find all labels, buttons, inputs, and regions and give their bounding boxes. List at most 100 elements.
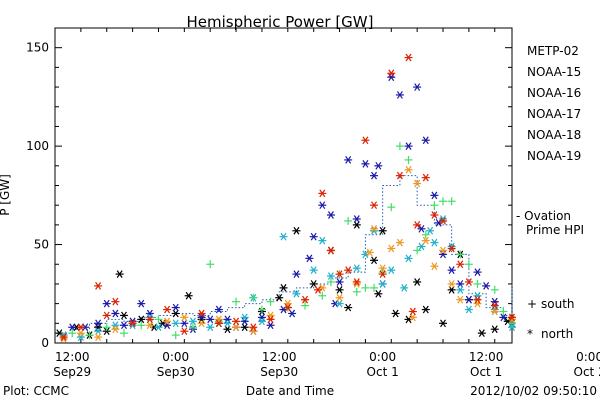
marker-key-symbol: * <box>527 327 533 341</box>
point-noaa-19 <box>430 211 439 219</box>
point-noaa-19 <box>335 270 344 278</box>
point-noaa-17 <box>257 305 266 314</box>
point-metp-02 <box>137 315 146 324</box>
point-noaa-18 <box>413 179 422 188</box>
point-metp-02 <box>344 303 353 312</box>
point-noaa-17 <box>464 260 473 269</box>
point-noaa-16 <box>430 238 439 247</box>
footer-left: Plot: CCMC <box>3 384 69 398</box>
point-noaa-17 <box>344 216 353 225</box>
point-noaa-16 <box>154 323 163 332</box>
x-axis-label: Date and Time <box>246 384 334 398</box>
point-noaa-19 <box>266 315 275 324</box>
point-metp-02 <box>171 309 180 318</box>
point-noaa-19 <box>76 323 85 332</box>
point-noaa-18 <box>232 323 241 332</box>
point-noaa-18 <box>473 299 482 308</box>
point-metp-02 <box>309 280 318 288</box>
point-noaa-19 <box>102 311 111 320</box>
point-noaa-18 <box>370 224 379 233</box>
point-noaa-16 <box>335 299 344 308</box>
x-tick-label: Sep29 <box>53 365 91 379</box>
point-noaa-16 <box>404 254 413 263</box>
point-noaa-18 <box>94 333 103 341</box>
point-noaa-17 <box>154 315 163 324</box>
x-tick-label: 0:00 <box>162 350 189 364</box>
point-noaa-15 <box>499 313 508 322</box>
point-noaa-19 <box>344 266 353 275</box>
point-noaa-19 <box>283 303 292 312</box>
point-noaa-19 <box>128 319 137 328</box>
point-noaa-19 <box>352 278 361 286</box>
point-noaa-17 <box>370 283 379 292</box>
y-tick-label: 0 <box>41 336 49 350</box>
legend-entry: NOAA-17 <box>527 107 581 121</box>
point-noaa-17 <box>499 307 508 316</box>
point-noaa-17 <box>404 155 413 164</box>
point-metp-02 <box>335 285 344 294</box>
point-noaa-17 <box>352 287 361 296</box>
point-noaa-15 <box>94 319 103 328</box>
point-noaa-16 <box>257 317 266 326</box>
point-noaa-16 <box>292 289 301 298</box>
point-noaa-18 <box>408 313 417 322</box>
point-noaa-18 <box>430 262 439 271</box>
point-noaa-18 <box>387 244 396 253</box>
point-noaa-15 <box>102 299 111 308</box>
point-noaa-17 <box>301 301 310 310</box>
point-noaa-19 <box>313 285 322 294</box>
point-metp-02 <box>374 289 383 298</box>
point-metp-02 <box>352 221 361 229</box>
point-noaa-15 <box>417 224 426 233</box>
point-noaa-15 <box>266 321 275 330</box>
point-metp-02 <box>439 319 448 328</box>
point-noaa-18 <box>490 307 499 316</box>
legend-entry: NOAA-19 <box>527 149 581 163</box>
x-tick-label: Oct 1 <box>367 365 399 379</box>
point-noaa-16 <box>464 305 473 314</box>
point-noaa-16 <box>426 226 435 235</box>
point-metp-02 <box>477 329 486 338</box>
point-noaa-15 <box>257 313 266 322</box>
marker-key-symbol: + <box>527 297 537 311</box>
point-noaa-16 <box>206 323 215 332</box>
point-noaa-18 <box>395 238 404 247</box>
point-noaa-19 <box>163 305 172 314</box>
point-noaa-15 <box>352 215 361 223</box>
point-noaa-15 <box>430 191 439 200</box>
point-noaa-18 <box>335 293 344 302</box>
x-tick-label: 12:00 <box>55 350 90 364</box>
point-noaa-17 <box>361 283 370 292</box>
point-noaa-15 <box>309 232 318 241</box>
point-noaa-15 <box>439 250 448 259</box>
point-noaa-19 <box>421 173 430 182</box>
point-noaa-17 <box>102 323 111 332</box>
point-metp-02 <box>413 278 422 286</box>
point-noaa-19 <box>473 295 482 304</box>
point-noaa-19 <box>59 333 68 341</box>
x-tick-label: Sep30 <box>260 365 298 379</box>
point-noaa-19 <box>413 221 422 229</box>
point-metp-02 <box>292 226 301 235</box>
point-noaa-17 <box>473 279 482 288</box>
point-metp-02 <box>223 325 232 334</box>
point-noaa-19 <box>326 246 335 255</box>
point-noaa-19 <box>387 69 396 78</box>
point-noaa-19 <box>94 282 103 290</box>
point-noaa-17 <box>387 203 396 212</box>
point-noaa-15 <box>335 278 344 286</box>
y-axis-label: P [GW] <box>0 174 12 216</box>
point-noaa-19 <box>361 136 370 145</box>
point-metp-02 <box>184 291 193 300</box>
point-noaa-16 <box>279 232 288 241</box>
point-noaa-17 <box>318 291 327 300</box>
point-noaa-19 <box>318 189 327 198</box>
point-metp-02 <box>421 305 430 314</box>
legend-entry: METP-02 <box>527 44 579 58</box>
point-noaa-19 <box>180 327 189 336</box>
point-noaa-15 <box>111 309 120 318</box>
point-noaa-16 <box>171 319 180 328</box>
footer-right: 2012/10/02 09:50:10 <box>470 384 597 398</box>
point-noaa-15 <box>223 315 232 324</box>
